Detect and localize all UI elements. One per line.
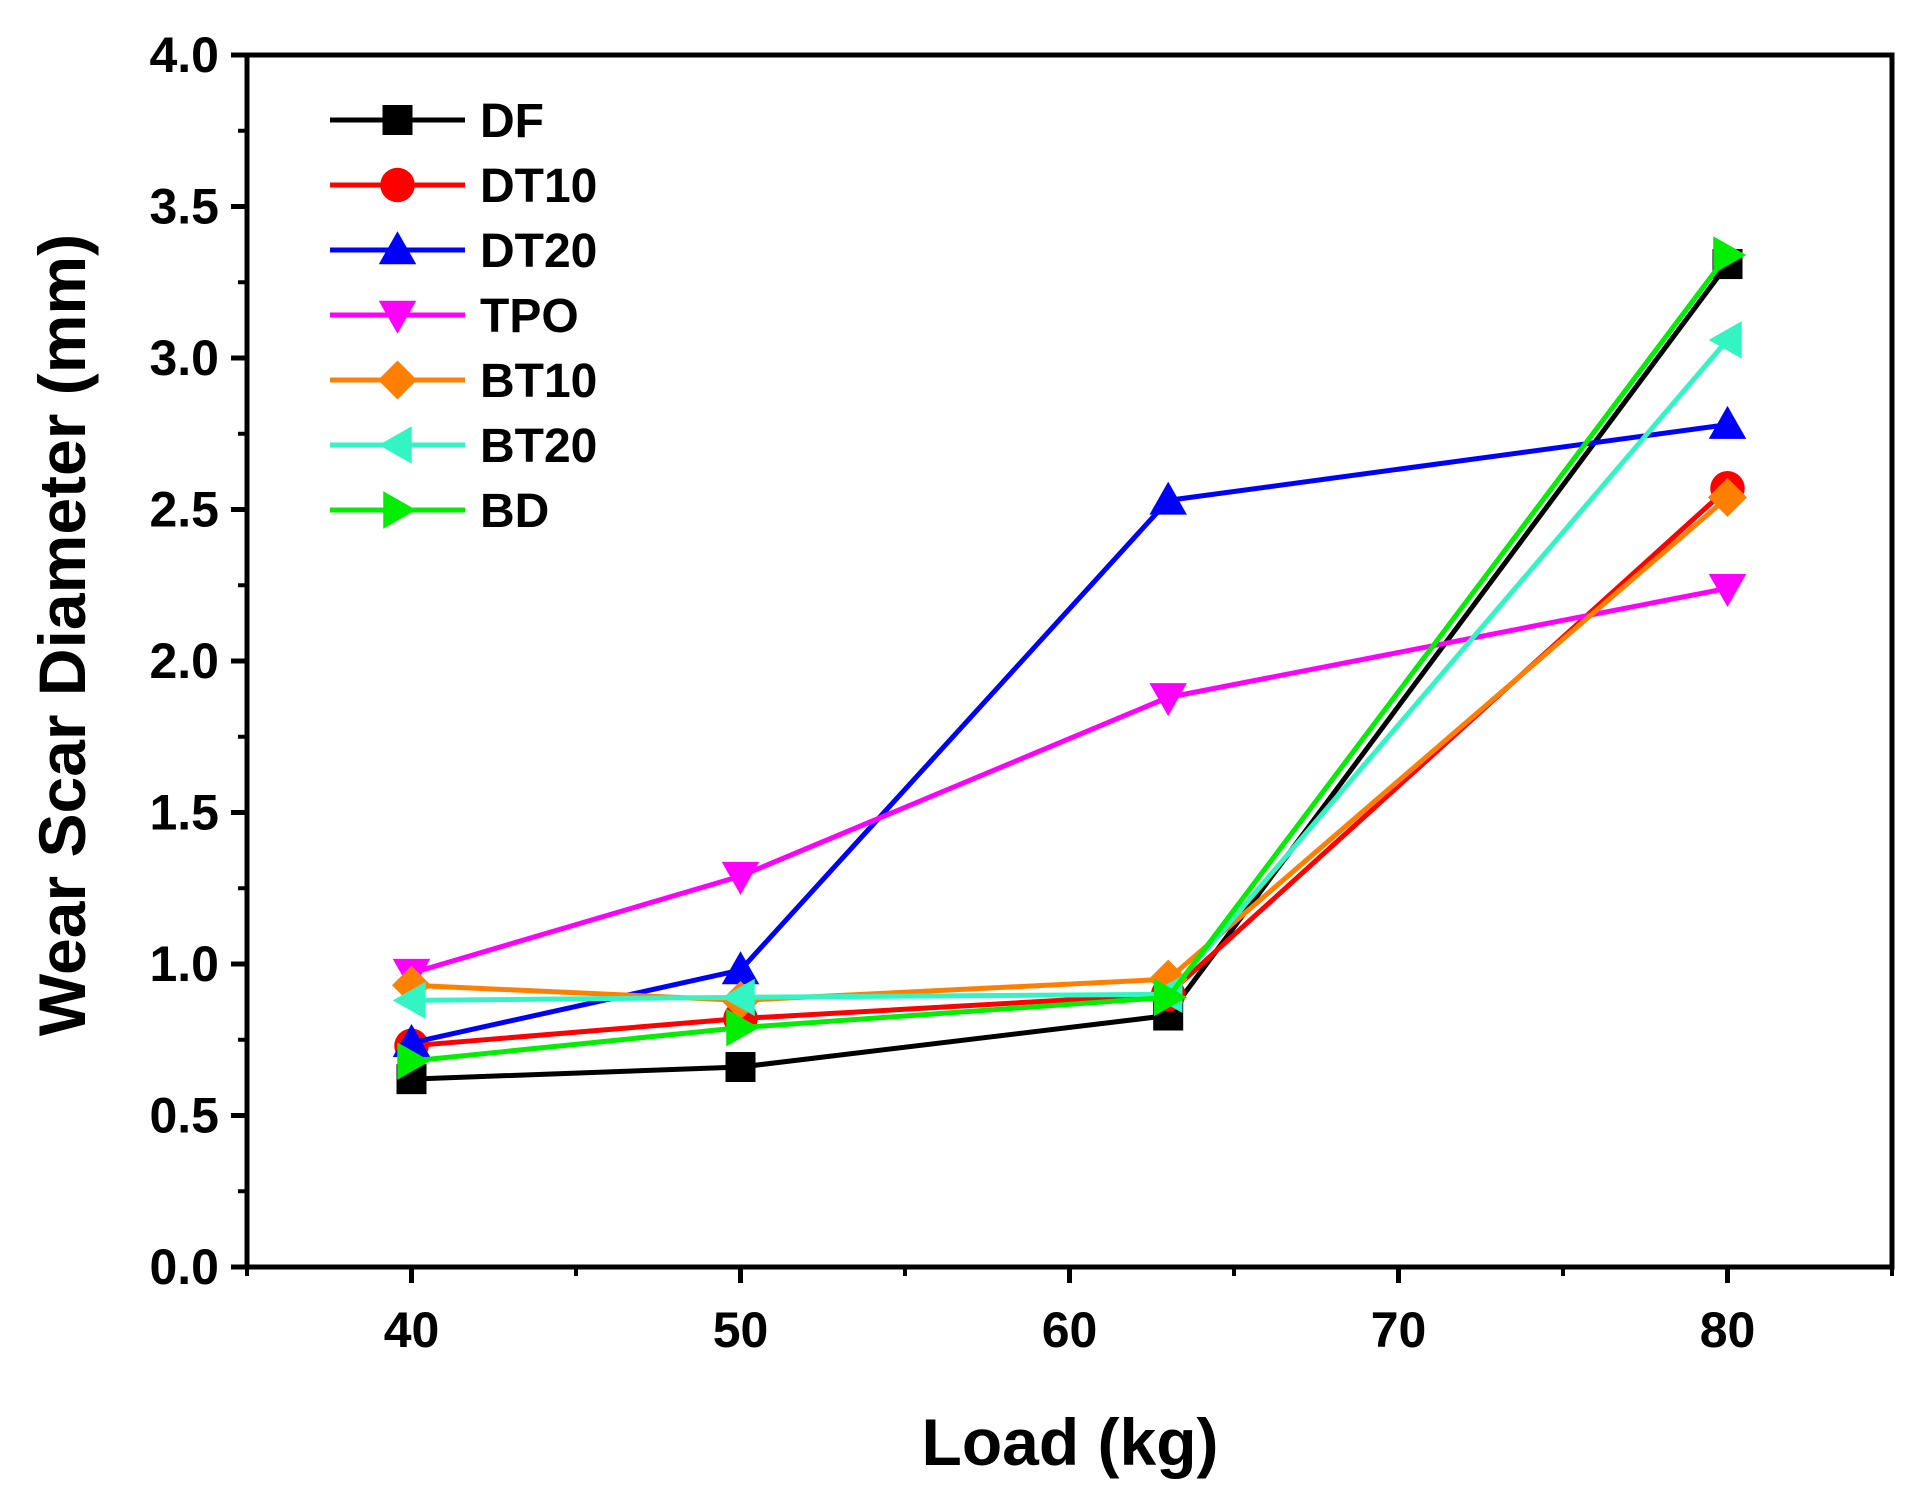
legend-item-dt10: DT10	[330, 160, 597, 213]
data-point-bd	[726, 1008, 760, 1047]
series-line-bd	[411, 253, 1730, 1064]
data-point-tpo	[1149, 683, 1187, 717]
series-line-dt20	[410, 422, 1728, 1046]
x-axis-title: Load (kg)	[922, 1405, 1219, 1479]
data-point-dt20	[721, 951, 760, 985]
series-line-bt10	[411, 495, 1730, 1003]
data-point-bd	[1153, 978, 1187, 1017]
series-layer	[392, 236, 1747, 1095]
data-point-bd	[397, 1042, 431, 1080]
legend-item-bt20: BT20	[330, 420, 597, 473]
x-tick-label: 50	[713, 1302, 769, 1358]
y-tick-label: 4.0	[149, 27, 219, 83]
legend-item-df: DF	[330, 95, 544, 148]
data-point-bt10	[1708, 477, 1747, 517]
series-bd	[397, 236, 1747, 1080]
legend-marker-df	[382, 105, 413, 135]
legend-item-bd: BD	[330, 485, 549, 538]
legend-marker-bd	[383, 491, 417, 529]
legend-label-df: DF	[480, 95, 544, 148]
legend-label-bt20: BT20	[480, 420, 597, 473]
legend-label-tpo: TPO	[480, 290, 579, 343]
legend-marker-tpo	[378, 300, 417, 334]
series-line-tpo	[410, 585, 1728, 976]
legend-label-bd: BD	[480, 485, 549, 538]
data-point-tpo	[1708, 574, 1747, 608]
data-point-dt20	[1708, 405, 1747, 439]
series-line-df	[411, 262, 1730, 1082]
data-point-bd	[1713, 236, 1747, 274]
data-point-bt20	[1708, 321, 1742, 359]
axes-layer: 0.0 0.5 1.0 1.5 2.0 2.5 3.0 3.5 4.0 40 50 60 70 80	[149, 27, 1895, 1358]
legend-item-dt20: DT20	[330, 225, 597, 278]
y-tick-label: 0.0	[149, 1239, 219, 1295]
data-point-bt20	[721, 978, 755, 1017]
x-tick-label: 80	[1700, 1302, 1756, 1358]
y-tick-label: 3.0	[149, 330, 219, 386]
legend-marker-bt20	[378, 426, 412, 464]
series-dt20	[392, 405, 1747, 1058]
data-point-bt20	[392, 981, 426, 1020]
legend-label-dt20: DT20	[480, 225, 597, 278]
legend-marker-dt20	[378, 231, 417, 265]
legend-marker-dt10	[380, 167, 415, 203]
x-tick-label: 40	[384, 1302, 440, 1358]
y-tick-label: 1.5	[149, 785, 219, 841]
legend-label-bt10: BT10	[480, 355, 597, 408]
y-tick-label: 2.0	[149, 633, 219, 689]
y-axis-title: Wear Scar Diameter (mm)	[25, 234, 99, 1036]
y-tick-label: 1.0	[149, 936, 219, 992]
x-tick-label: 60	[1042, 1302, 1098, 1358]
series-line-bt20	[411, 338, 1730, 1003]
legend-item-bt10: BT10	[330, 355, 597, 408]
data-point-dt20	[1149, 481, 1187, 515]
y-tick-label: 0.5	[149, 1088, 219, 1144]
x-tick-label: 70	[1371, 1302, 1427, 1358]
legend-item-tpo: TPO	[330, 290, 579, 343]
data-point-tpo	[721, 861, 760, 895]
legend-marker-bt10	[378, 360, 417, 400]
legend-label-dt10: DT10	[480, 160, 597, 213]
y-tick-label: 3.5	[149, 179, 219, 235]
legend: DF DT10 DT20 TPO BT10 BT20 BD	[330, 95, 597, 538]
y-tick-label: 2.5	[149, 482, 219, 538]
data-point-df	[725, 1052, 756, 1083]
